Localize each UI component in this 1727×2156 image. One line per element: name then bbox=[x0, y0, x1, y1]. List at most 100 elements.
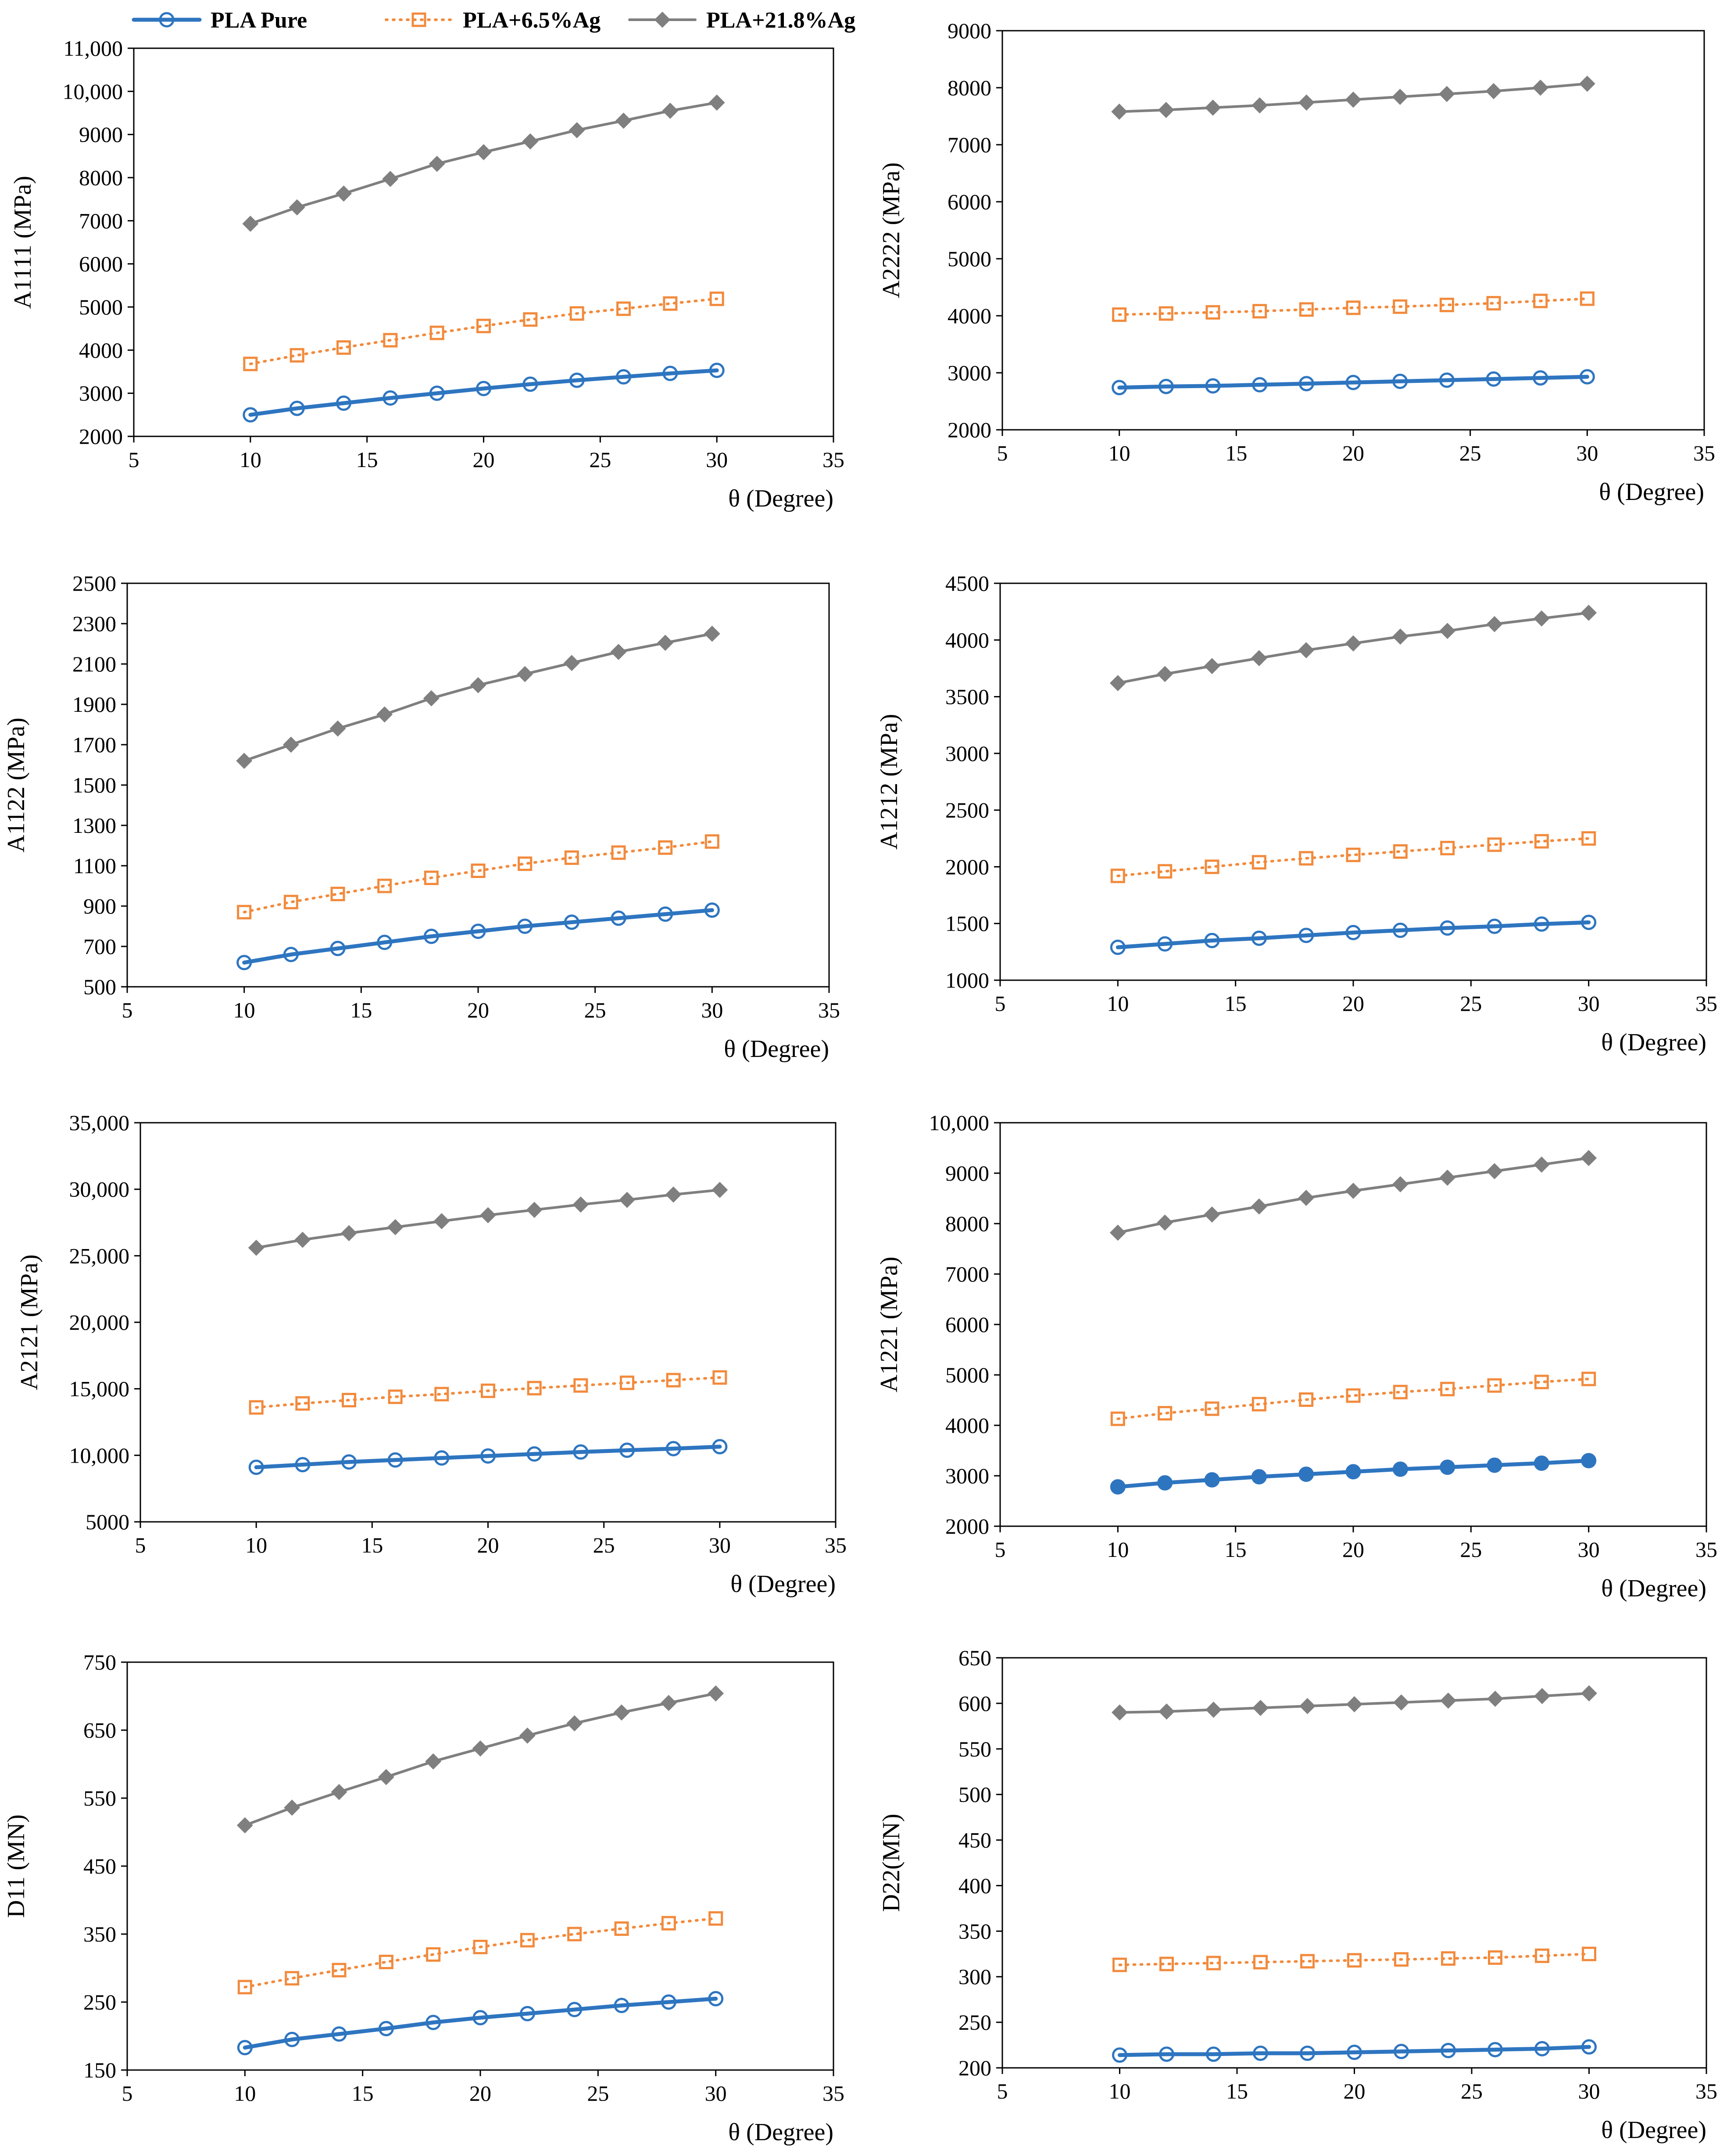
data-point bbox=[387, 1452, 403, 1468]
data-point bbox=[1204, 658, 1220, 675]
data-point bbox=[330, 886, 345, 901]
data-point bbox=[614, 1921, 629, 1936]
data-point bbox=[378, 2020, 394, 2036]
data-point bbox=[1206, 1956, 1221, 1970]
data-point bbox=[1534, 834, 1549, 849]
data-point bbox=[1252, 377, 1268, 393]
y-tick-label: 10,000 bbox=[63, 79, 123, 104]
series-line bbox=[242, 908, 714, 965]
data-point bbox=[1486, 296, 1501, 311]
y-tick-label: 1500 bbox=[945, 911, 989, 936]
data-point bbox=[237, 905, 252, 920]
data-point bbox=[249, 1400, 264, 1415]
y-tick-label: 7000 bbox=[948, 132, 991, 157]
data-point bbox=[248, 1460, 264, 1475]
data-point bbox=[1345, 1464, 1361, 1480]
y-tick-label: 2100 bbox=[72, 652, 116, 676]
data-point bbox=[377, 878, 392, 893]
data-point bbox=[704, 902, 720, 918]
x-tick-label: 25 bbox=[587, 2081, 609, 2106]
x-tick-label: 15 bbox=[1225, 991, 1247, 1016]
data-point bbox=[336, 185, 352, 202]
data-point bbox=[1440, 841, 1455, 856]
y-tick-label: 3000 bbox=[945, 1464, 989, 1488]
x-tick-label: 20 bbox=[469, 2081, 491, 2106]
data-point bbox=[1251, 1397, 1266, 1412]
y-tick-label: 35,000 bbox=[69, 1110, 130, 1135]
y-tick-label: 500 bbox=[83, 974, 116, 999]
data-point bbox=[1251, 97, 1268, 114]
data-point bbox=[657, 635, 674, 651]
data-point bbox=[1298, 1189, 1315, 1206]
series-line bbox=[1118, 297, 1589, 316]
data-point bbox=[1158, 378, 1174, 394]
data-point bbox=[1345, 375, 1361, 390]
data-point bbox=[480, 1207, 496, 1224]
x-tick-label: 30 bbox=[701, 998, 723, 1022]
chart-a1221-mpa: 5 10 15 20 25 30 35 2000 3000 4000 5000 6000 7000 800… bbox=[876, 1110, 1717, 1602]
data-point bbox=[1299, 851, 1314, 866]
x-tick-label: 15 bbox=[361, 1533, 383, 1557]
series-pla-pure bbox=[1110, 914, 1597, 955]
data-point bbox=[569, 306, 584, 321]
data-point bbox=[1392, 374, 1408, 389]
x-tick-label: 30 bbox=[1576, 441, 1598, 465]
data-point bbox=[1204, 933, 1220, 948]
y-tick-label: 5000 bbox=[948, 246, 991, 271]
y-axis-title: D22(MN) bbox=[878, 1814, 905, 1912]
y-tick-label: 1300 bbox=[72, 813, 116, 838]
data-point bbox=[1487, 918, 1502, 934]
data-point bbox=[1110, 868, 1125, 883]
data-point bbox=[1251, 1469, 1267, 1485]
y-tick-label: 6000 bbox=[79, 252, 123, 276]
x-tick-label: 15 bbox=[350, 998, 372, 1022]
y-tick-label: 25,000 bbox=[69, 1243, 130, 1268]
series-line bbox=[249, 297, 719, 365]
y-tick-label: 6000 bbox=[948, 189, 991, 214]
data-point bbox=[1110, 1479, 1126, 1495]
data-point bbox=[471, 864, 486, 878]
x-axis-title: θ (Degree) bbox=[728, 2119, 833, 2146]
data-point bbox=[527, 1381, 542, 1396]
data-point bbox=[1534, 1688, 1550, 1704]
data-point bbox=[1112, 2047, 1127, 2063]
x-tick-label: 5 bbox=[997, 441, 1008, 465]
data-point bbox=[387, 1219, 404, 1235]
data-point bbox=[704, 625, 720, 642]
data-point bbox=[1346, 300, 1361, 315]
y-axis-title: A2222 (MPa) bbox=[878, 162, 905, 298]
series-pla-pure bbox=[237, 1991, 724, 2056]
y-tick-label: 400 bbox=[958, 1873, 991, 1898]
data-point bbox=[1534, 2041, 1550, 2056]
data-point bbox=[289, 199, 305, 216]
data-point bbox=[660, 1695, 677, 1711]
y-tick-label: 4500 bbox=[945, 571, 989, 596]
data-point bbox=[1159, 1956, 1174, 1971]
data-point bbox=[1487, 1378, 1502, 1393]
y-tick-label: 2500 bbox=[945, 798, 989, 822]
series-pla-21-8-ag bbox=[236, 625, 720, 769]
data-point bbox=[573, 1444, 589, 1460]
series-pla-6-5-ag bbox=[1110, 1371, 1596, 1426]
data-point bbox=[567, 1927, 582, 1942]
y-tick-label: 3000 bbox=[945, 741, 989, 766]
data-point bbox=[429, 325, 444, 340]
data-point bbox=[566, 1715, 583, 1731]
data-point bbox=[1299, 1392, 1314, 1407]
x-axis-title: θ (Degree) bbox=[1601, 2117, 1706, 2144]
y-tick-label: 7000 bbox=[945, 1262, 989, 1286]
data-point bbox=[712, 1182, 728, 1198]
data-point bbox=[1439, 1169, 1456, 1186]
data-point bbox=[1298, 928, 1314, 943]
x-tick-label: 5 bbox=[129, 447, 139, 472]
x-axis: 5 10 15 20 25 30 35 bbox=[122, 987, 840, 1022]
data-point bbox=[658, 906, 673, 922]
data-point bbox=[1205, 859, 1219, 874]
data-point bbox=[1581, 1685, 1597, 1702]
data-point bbox=[663, 296, 678, 311]
data-point bbox=[470, 677, 486, 693]
y-tick-label: 600 bbox=[958, 1691, 991, 1716]
y-tick-label: 3500 bbox=[945, 685, 989, 709]
data-point bbox=[1580, 291, 1595, 306]
y-tick-label: 1000 bbox=[945, 968, 989, 992]
